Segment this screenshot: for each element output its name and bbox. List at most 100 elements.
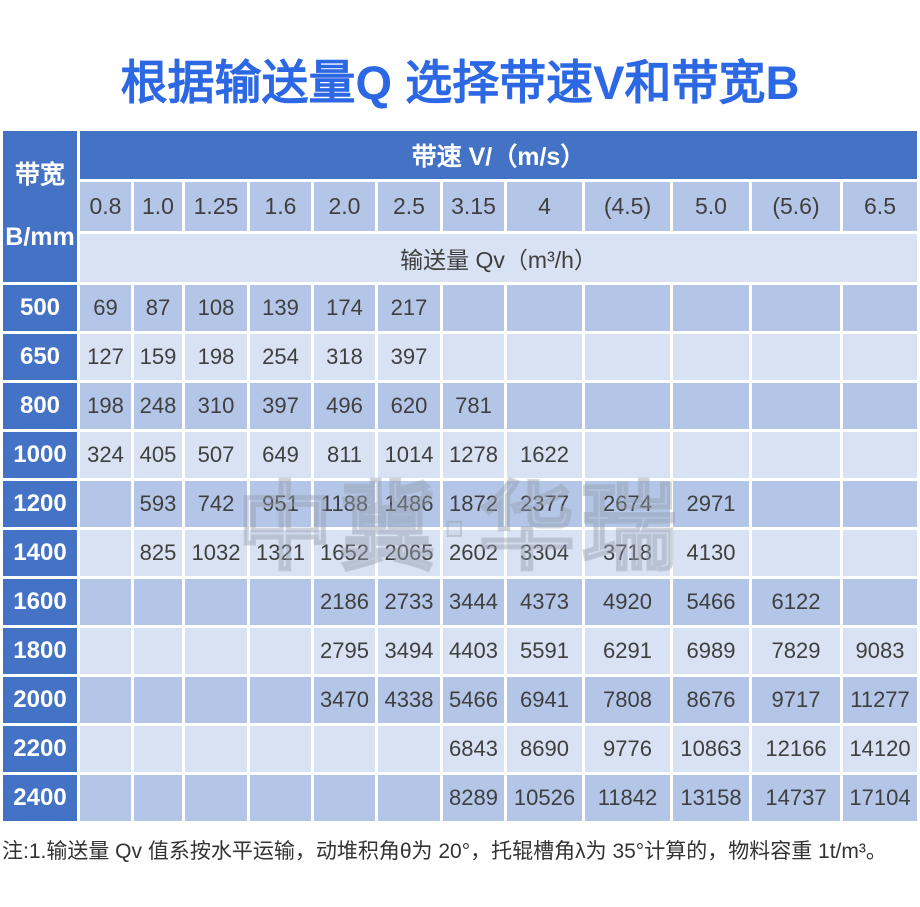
- capacity-cell: 593: [134, 481, 182, 527]
- capacity-cell: [843, 530, 918, 576]
- capacity-cell: [134, 579, 182, 625]
- capacity-cell: [134, 628, 182, 674]
- capacity-cell: 6941: [507, 677, 582, 723]
- capacity-cell: 2971: [673, 481, 749, 527]
- capacity-cell: [752, 481, 840, 527]
- capacity-cell: 108: [185, 285, 247, 331]
- capacity-cell: 496: [314, 383, 375, 429]
- capacity-cell: 1486: [378, 481, 440, 527]
- capacity-cell: [673, 432, 749, 478]
- capacity-cell: [134, 677, 182, 723]
- speed-header-cell: 1.0: [134, 182, 182, 231]
- capacity-cell: 825: [134, 530, 182, 576]
- speed-header-cell: (5.6): [752, 182, 840, 231]
- capacity-cell: 405: [134, 432, 182, 478]
- belt-width-label-unit: B/mm: [5, 223, 75, 251]
- capacity-cell: 4403: [443, 628, 504, 674]
- capacity-cell: 13158: [673, 775, 749, 821]
- capacity-cell: 649: [250, 432, 311, 478]
- speed-header-cell: 3.15: [443, 182, 504, 231]
- capacity-cell: 1622: [507, 432, 582, 478]
- capacity-cell: 2674: [585, 481, 670, 527]
- capacity-cell: [80, 579, 131, 625]
- speed-header-cell: 0.8: [80, 182, 131, 231]
- table-body: 500 69 87 108 139 174 217 650 127 159 198 254 318 397…: [3, 285, 918, 821]
- speed-header-cell: 1.25: [185, 182, 247, 231]
- capacity-cell: 6291: [585, 628, 670, 674]
- table-row: 1600 2186 2733 3444 4373 4920 5466 6122: [3, 579, 918, 625]
- capacity-cell: 742: [185, 481, 247, 527]
- capacity-cell: 10863: [673, 726, 749, 772]
- capacity-cell: [80, 726, 131, 772]
- capacity-table-wrap: 带宽 B/mm 带速 V/（m/s） 0.8 1.0 1.25 1.6 2.0 2.5 3.…: [0, 128, 920, 824]
- speed-header-cell: 2.0: [314, 182, 375, 231]
- header-row-speed-band: 带宽 B/mm 带速 V/（m/s）: [3, 131, 918, 282]
- speed-header-cell: 4: [507, 182, 582, 231]
- capacity-cell: 2602: [443, 530, 504, 576]
- capacity-cell: 5466: [443, 677, 504, 723]
- capacity-cell: 1872: [443, 481, 504, 527]
- capacity-cell: [80, 628, 131, 674]
- capacity-cell: 1032: [185, 530, 247, 576]
- belt-width-header-cell: 带宽 B/mm: [3, 131, 77, 282]
- table-row: 1800 2795 3494 4403 5591 6291 6989 7829 9083: [3, 628, 918, 674]
- capacity-cell: 2186: [314, 579, 375, 625]
- capacity-cell: [80, 677, 131, 723]
- capacity-cell: 254: [250, 334, 311, 380]
- capacity-cell: 248: [134, 383, 182, 429]
- capacity-cell: [185, 628, 247, 674]
- capacity-cell: 10526: [507, 775, 582, 821]
- capacity-cell: 6843: [443, 726, 504, 772]
- capacity-cell: [843, 432, 918, 478]
- capacity-cell: [752, 432, 840, 478]
- capacity-cell: 397: [378, 334, 440, 380]
- capacity-cell: [673, 285, 749, 331]
- capacity-cell: [752, 285, 840, 331]
- capacity-cell: 8676: [673, 677, 749, 723]
- belt-width-cell: 2200: [3, 726, 77, 772]
- capacity-cell: 14737: [752, 775, 840, 821]
- capacity-cell: [673, 334, 749, 380]
- capacity-cell: [752, 383, 840, 429]
- capacity-cell: 2733: [378, 579, 440, 625]
- capacity-cell: 3494: [378, 628, 440, 674]
- belt-width-cell: 2000: [3, 677, 77, 723]
- belt-width-cell: 1400: [3, 530, 77, 576]
- capacity-cell: 397: [250, 383, 311, 429]
- header-row-speed-values: 0.8 1.0 1.25 1.6 2.0 2.5 3.15 4 (4.5) 5.0 (5.6) 6.5: [3, 182, 918, 231]
- capacity-cell: [378, 726, 440, 772]
- capacity-cell: 2795: [314, 628, 375, 674]
- capacity-cell: [250, 775, 311, 821]
- capacity-cell: 14120: [843, 726, 918, 772]
- capacity-cell: 2065: [378, 530, 440, 576]
- capacity-cell: 4920: [585, 579, 670, 625]
- capacity-cell: 7829: [752, 628, 840, 674]
- capacity-unit-header: 输送量 Qv（m³/h）: [80, 234, 918, 282]
- capacity-cell: 198: [80, 383, 131, 429]
- speed-header-cell: 5.0: [673, 182, 749, 231]
- capacity-cell: [843, 285, 918, 331]
- capacity-cell: [673, 383, 749, 429]
- table-row: 1200 593 742 951 1188 1486 1872 2377 2674 2971: [3, 481, 918, 527]
- belt-width-cell: 2400: [3, 775, 77, 821]
- capacity-cell: [507, 285, 582, 331]
- capacity-cell: 7808: [585, 677, 670, 723]
- capacity-cell: 811: [314, 432, 375, 478]
- capacity-cell: [378, 775, 440, 821]
- capacity-cell: [80, 481, 131, 527]
- capacity-cell: [80, 775, 131, 821]
- capacity-cell: [134, 775, 182, 821]
- table-row: 1000 324 405 507 649 811 1014 1278 1622: [3, 432, 918, 478]
- capacity-cell: 1321: [250, 530, 311, 576]
- speed-header-cell: 2.5: [378, 182, 440, 231]
- capacity-cell: [250, 628, 311, 674]
- table-row: 500 69 87 108 139 174 217: [3, 285, 918, 331]
- capacity-cell: 174: [314, 285, 375, 331]
- table-row: 800 198 248 310 397 496 620 781: [3, 383, 918, 429]
- belt-width-cell: 800: [3, 383, 77, 429]
- capacity-cell: 3470: [314, 677, 375, 723]
- header-row-qv-band: 输送量 Qv（m³/h）: [3, 234, 918, 282]
- belt-width-cell: 500: [3, 285, 77, 331]
- table-row: 1400 825 1032 1321 1652 2065 2602 3304 3718 4130: [3, 530, 918, 576]
- capacity-cell: [507, 383, 582, 429]
